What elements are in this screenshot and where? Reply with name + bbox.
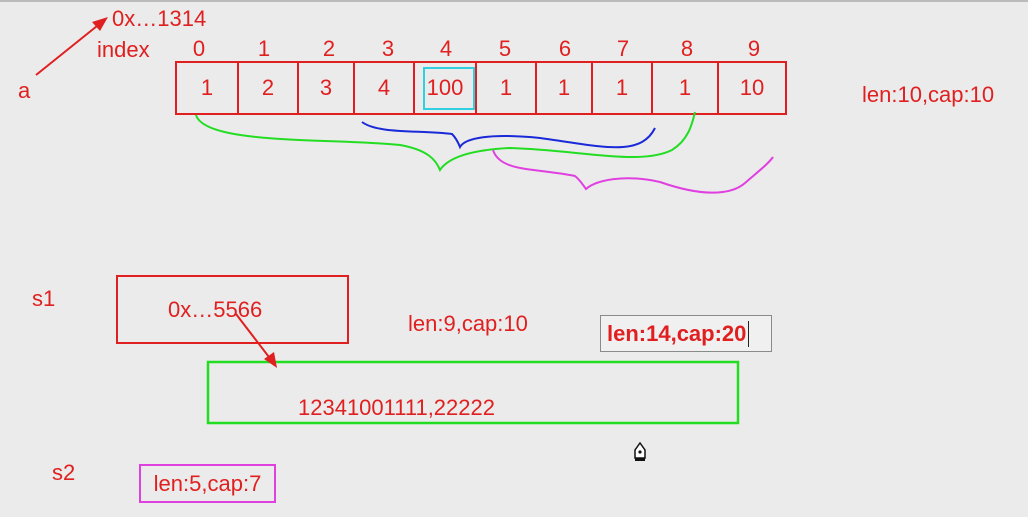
array-cell-0: 1	[200, 75, 214, 100]
blue-brace	[361, 121, 656, 150]
index-5: 5	[498, 36, 512, 61]
green-brace	[195, 111, 696, 173]
array-a-var-label: a	[18, 78, 31, 103]
backing-array-box	[206, 360, 740, 425]
array-cell-5: 1	[499, 75, 513, 100]
array-a-len-cap: len:10,cap:10	[862, 82, 995, 107]
len-cap-edit-field[interactable]: len:14,cap:20	[600, 315, 772, 352]
array-cell-9: 10	[739, 75, 765, 100]
array-a-address: 0x…1314	[112, 6, 207, 31]
array-cell-8: 1	[678, 75, 692, 100]
pen-cursor-icon	[634, 441, 646, 461]
array-cell-7: 1	[615, 75, 629, 100]
s2-var-label: s2	[52, 460, 76, 485]
index-2: 2	[322, 36, 336, 61]
len-cap-edit-text: len:14,cap:20	[607, 320, 747, 346]
s2-len-cap: len:5,cap:7	[153, 470, 262, 496]
s1-pointer-value: 0x…5566	[168, 297, 263, 322]
s1-pointer-arrow	[235, 313, 277, 368]
magenta-brace	[492, 149, 774, 194]
backing-array-contents: 12341001111,22222	[298, 395, 495, 420]
array-cell-3: 4	[377, 75, 391, 100]
index-1: 1	[257, 36, 271, 61]
array-cell-4: 100	[426, 75, 464, 100]
index-7: 7	[616, 36, 630, 61]
array-cell-1: 2	[261, 75, 275, 100]
text-caret	[748, 320, 750, 347]
s1-var-label: s1	[32, 286, 56, 311]
s1-len-cap: len:9,cap:10	[408, 311, 528, 336]
index-4: 4	[439, 36, 453, 61]
array-a-box	[175, 61, 787, 115]
index-8: 8	[680, 36, 694, 61]
array-cell-6: 1	[557, 75, 571, 100]
highlighted-cell	[423, 67, 475, 110]
s1-header-box	[116, 275, 349, 344]
array-cell-2: 3	[319, 75, 333, 100]
index-label: index	[97, 37, 150, 62]
index-3: 3	[381, 36, 395, 61]
index-6: 6	[558, 36, 572, 61]
s2-len-cap-box: len:5,cap:7	[139, 464, 276, 503]
a-pointer-arrow	[35, 17, 108, 76]
index-9: 9	[747, 36, 761, 61]
index-0: 0	[192, 36, 206, 61]
